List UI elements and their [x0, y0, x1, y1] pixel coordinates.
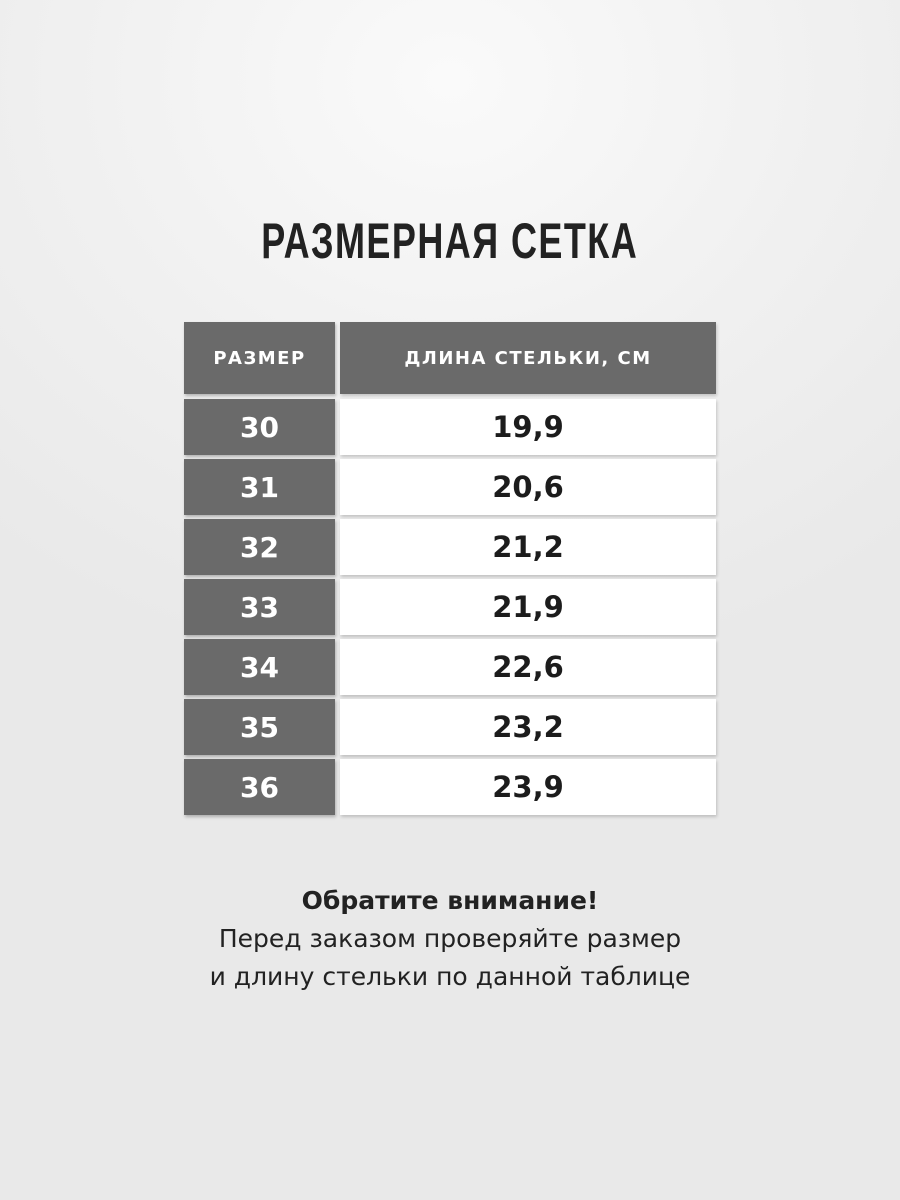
- notice-line-2: и длину стельки по данной таблице: [209, 962, 691, 991]
- notice-heading: Обратите внимание!: [301, 886, 599, 915]
- size-cell: 30: [184, 399, 335, 455]
- table-row: 32 21,2: [184, 519, 716, 575]
- table-row: 33 21,9: [184, 579, 716, 635]
- table-row: 30 19,9: [184, 399, 716, 455]
- size-cell: 35: [184, 699, 335, 755]
- length-cell: 20,6: [340, 459, 716, 515]
- table-row: 35 23,2: [184, 699, 716, 755]
- title-text: РАЗМЕРНАЯ СЕТКА: [261, 213, 639, 269]
- notice: Обратите внимание! Перед заказом проверя…: [0, 882, 900, 996]
- page-title: РАЗМЕРНАЯ СЕТКА: [0, 212, 900, 270]
- table-body: 30 19,9 31 20,6 32 21,2 33 21,9 34 22,6 35 23,2 36 23…: [184, 399, 716, 815]
- header-size: РАЗМЕР: [184, 322, 335, 394]
- length-cell: 21,9: [340, 579, 716, 635]
- notice-line-1: Перед заказом проверяйте размер: [218, 924, 682, 953]
- size-cell: 36: [184, 759, 335, 815]
- length-cell: 23,9: [340, 759, 716, 815]
- length-cell: 19,9: [340, 399, 716, 455]
- length-cell: 22,6: [340, 639, 716, 695]
- table-header: РАЗМЕР ДЛИНА СТЕЛЬКИ, СМ: [184, 322, 716, 394]
- table-row: 36 23,9: [184, 759, 716, 815]
- size-table: РАЗМЕР ДЛИНА СТЕЛЬКИ, СМ 30 19,9 31 20,6 32 2…: [184, 322, 716, 819]
- size-cell: 31: [184, 459, 335, 515]
- size-cell: 34: [184, 639, 335, 695]
- size-cell: 33: [184, 579, 335, 635]
- size-cell: 32: [184, 519, 335, 575]
- length-cell: 21,2: [340, 519, 716, 575]
- table-row: 34 22,6: [184, 639, 716, 695]
- table-row: 31 20,6: [184, 459, 716, 515]
- header-length: ДЛИНА СТЕЛЬКИ, СМ: [340, 322, 716, 394]
- length-cell: 23,2: [340, 699, 716, 755]
